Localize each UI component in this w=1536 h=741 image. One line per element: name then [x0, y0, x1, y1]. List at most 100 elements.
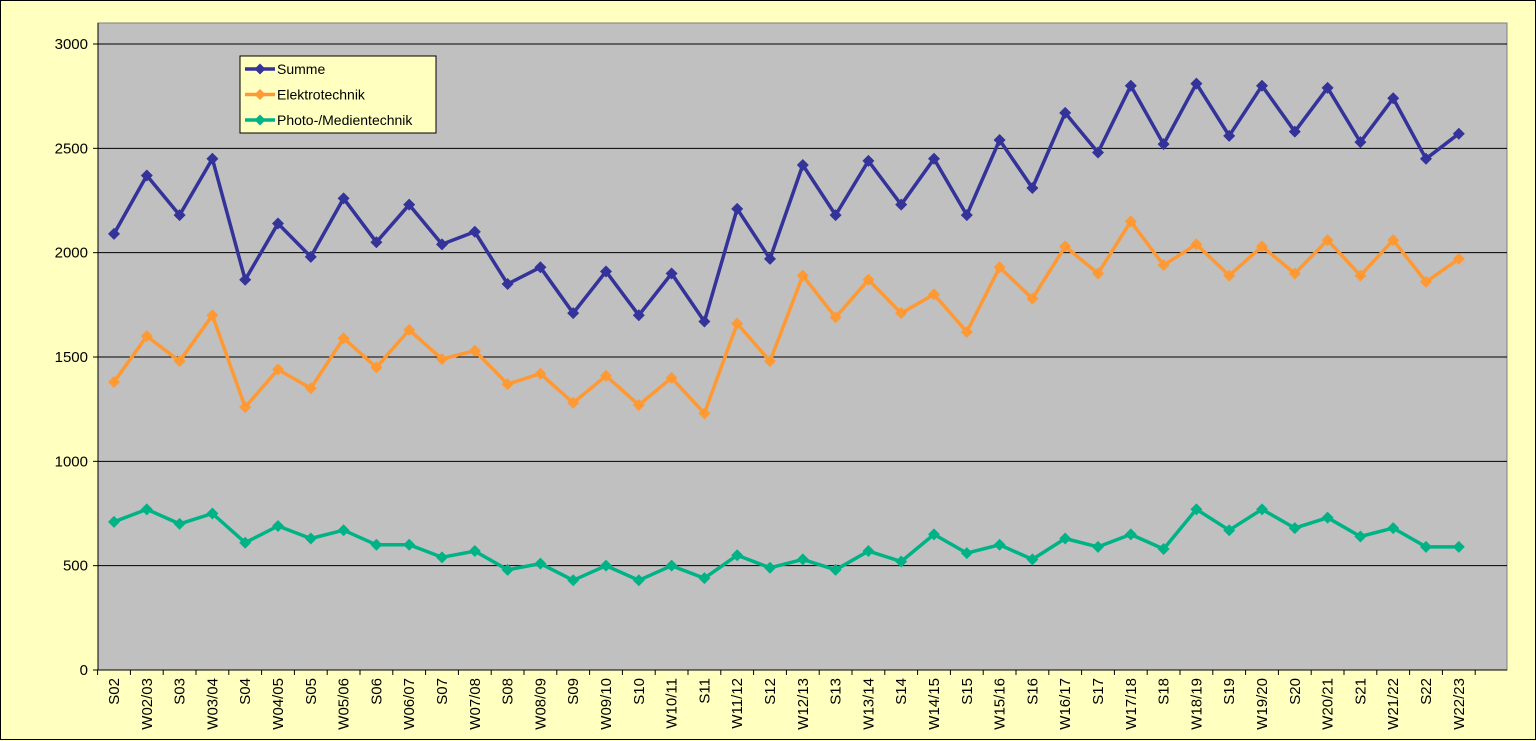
data-point: [796, 553, 809, 566]
data-point: [370, 361, 383, 374]
data-point: [928, 152, 940, 165]
data-point: [436, 551, 448, 564]
data-point: [731, 202, 744, 215]
data-point: [1124, 528, 1137, 541]
series-photo-medientechnik: [108, 503, 1465, 587]
x-tick-label: S15: [959, 678, 976, 705]
data-point: [501, 563, 514, 576]
x-tick-label: W14/15: [926, 678, 943, 730]
data-point: [1452, 252, 1465, 265]
data-point: [665, 559, 678, 572]
data-point: [1026, 181, 1039, 194]
data-point: [862, 273, 875, 286]
data-point: [1256, 240, 1268, 253]
data-point: [1354, 530, 1367, 543]
data-point: [1354, 269, 1367, 282]
data-point: [370, 236, 383, 249]
data-point: [173, 209, 186, 222]
data-point: [1288, 125, 1301, 138]
data-point: [764, 561, 776, 574]
x-tick-label: W10/11: [664, 678, 681, 729]
data-point: [829, 209, 842, 222]
data-point: [1059, 106, 1072, 119]
data-point: [468, 225, 481, 238]
data-point: [1190, 503, 1203, 516]
data-point: [108, 227, 120, 240]
data-point: [1420, 275, 1432, 288]
data-point: [731, 549, 744, 562]
x-tick-label: S12: [762, 678, 779, 705]
x-tick-label: W02/03: [139, 678, 156, 730]
data-point: [600, 559, 612, 572]
x-tick-label: W17/18: [1123, 678, 1140, 730]
x-tick-label: S08: [500, 678, 517, 705]
data-point: [567, 574, 580, 587]
data-point: [337, 192, 350, 205]
data-point: [108, 515, 120, 528]
data-point: [140, 330, 153, 343]
data-point: [632, 398, 645, 411]
legend-entry: Photo-/Medientechnik: [245, 112, 413, 128]
x-tick-label: W13/14: [860, 678, 877, 730]
y-tick-label: 2000: [55, 245, 88, 262]
data-point: [960, 325, 973, 338]
legend-label: Photo-/Medientechnik: [277, 112, 413, 128]
data-point: [993, 133, 1006, 146]
data-point: [829, 563, 842, 576]
x-tick-label: W20/21: [1320, 678, 1337, 730]
series-summe: [108, 77, 1465, 328]
data-point: [698, 572, 711, 585]
data-point: [665, 267, 678, 280]
data-point: [436, 353, 448, 366]
data-point: [1387, 522, 1400, 535]
y-tick-label: 2500: [55, 140, 88, 157]
data-point: [304, 382, 317, 395]
x-tick-label: W03/04: [204, 678, 221, 730]
data-point: [173, 517, 186, 530]
x-tick-label: W11/12: [729, 678, 746, 729]
data-point: [895, 307, 908, 320]
data-point: [1288, 267, 1301, 280]
x-tick-label: W18/19: [1188, 678, 1205, 730]
x-tick-label: S14: [893, 678, 910, 705]
x-tick-label: S09: [565, 678, 582, 705]
x-tick-label: S17: [1090, 678, 1107, 705]
data-point: [895, 555, 908, 568]
data-point: [1321, 234, 1334, 247]
data-point: [1223, 129, 1236, 142]
x-tick-label: W22/23: [1451, 678, 1468, 730]
y-tick-label: 1000: [55, 453, 88, 470]
data-point: [337, 524, 350, 537]
data-point: [173, 355, 186, 368]
data-point: [567, 307, 580, 320]
data-point: [1092, 146, 1104, 159]
x-tick-label: W09/10: [598, 678, 615, 730]
x-tick-label: W16/17: [1057, 678, 1074, 730]
data-point: [403, 538, 416, 551]
data-point: [534, 367, 547, 380]
data-point: [600, 265, 612, 278]
data-point: [1223, 524, 1236, 537]
legend-entry: Summe: [245, 61, 325, 77]
x-tick-label: S16: [1024, 678, 1041, 705]
data-point: [1092, 540, 1104, 553]
data-point: [698, 315, 711, 328]
data-point: [140, 503, 153, 516]
data-point: [1026, 553, 1039, 566]
data-point: [731, 317, 744, 330]
data-point: [1256, 79, 1268, 92]
y-tick-label: 500: [63, 558, 88, 575]
data-point: [337, 332, 350, 345]
data-point: [960, 209, 973, 222]
x-tick-label: S03: [172, 678, 189, 705]
data-point: [1157, 138, 1170, 151]
y-tick-label: 1500: [55, 349, 88, 366]
x-tick-label: S21: [1352, 678, 1369, 705]
data-point: [239, 273, 252, 286]
data-point: [239, 536, 252, 549]
series-line: [112, 219, 1460, 416]
x-tick-label: W05/06: [336, 678, 353, 730]
x-tick-label: S06: [368, 678, 385, 705]
x-tick-label: S22: [1418, 678, 1435, 705]
